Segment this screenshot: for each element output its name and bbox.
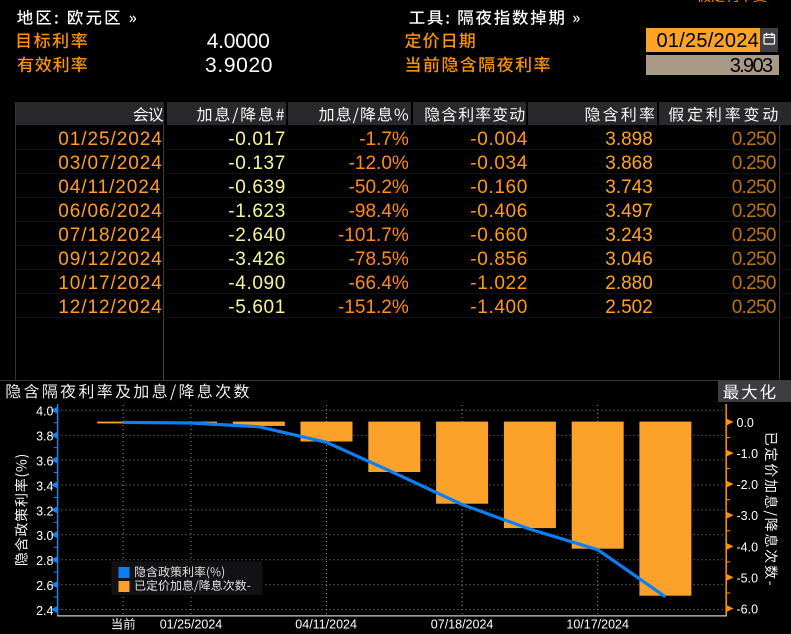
svg-text:-2.640: -2.640 <box>228 225 286 246</box>
svg-text:0.250: 0.250 <box>732 225 776 246</box>
svg-text:-5.0: -5.0 <box>737 571 759 585</box>
svg-text:3.0: 3.0 <box>36 529 53 543</box>
svg-text:3.497: 3.497 <box>605 201 653 222</box>
svg-text:4.0000: 4.0000 <box>207 30 270 53</box>
svg-text:3.4: 3.4 <box>36 479 53 493</box>
svg-text:10/17/2024: 10/17/2024 <box>58 273 162 294</box>
svg-text:01/25/2024: 01/25/2024 <box>58 129 162 150</box>
svg-text:2.6: 2.6 <box>36 579 53 593</box>
svg-text:-0.856: -0.856 <box>470 249 528 270</box>
svg-text:-0.160: -0.160 <box>470 177 528 198</box>
svg-text:2.880: 2.880 <box>605 273 653 294</box>
svg-text:09/12/2024: 09/12/2024 <box>58 249 162 270</box>
svg-text:-1.623: -1.623 <box>228 201 286 222</box>
svg-text:06/06/2024: 06/06/2024 <box>58 201 162 222</box>
svg-text:2.8: 2.8 <box>36 554 53 568</box>
svg-text:-3.0: -3.0 <box>737 509 759 523</box>
svg-text:3.868: 3.868 <box>605 153 653 174</box>
svg-text:-5.601: -5.601 <box>228 297 286 318</box>
svg-text:4.0: 4.0 <box>36 405 53 419</box>
svg-text:2.502: 2.502 <box>605 297 653 318</box>
svg-text:-78.5%: -78.5% <box>349 249 409 270</box>
svg-text:-0.137: -0.137 <box>228 153 286 174</box>
svg-text:-1.0: -1.0 <box>737 447 759 461</box>
svg-text:-66.4%: -66.4% <box>349 273 409 294</box>
svg-text:07/18/2024: 07/18/2024 <box>58 225 162 246</box>
svg-text:3.243: 3.243 <box>605 225 653 246</box>
svg-text:-4.0: -4.0 <box>737 540 759 554</box>
svg-text:-6.0: -6.0 <box>737 603 759 617</box>
svg-text:12/12/2024: 12/12/2024 <box>58 297 162 318</box>
svg-text:-98.4%: -98.4% <box>349 201 409 222</box>
svg-text:-4.090: -4.090 <box>228 273 286 294</box>
svg-text:0.250: 0.250 <box>732 273 776 294</box>
svg-text:-2.0: -2.0 <box>737 478 759 492</box>
svg-text:10/17/2024: 10/17/2024 <box>566 618 629 632</box>
svg-text:0.250: 0.250 <box>732 153 776 174</box>
svg-text:3.743: 3.743 <box>605 177 653 198</box>
svg-text:3.903: 3.903 <box>730 55 773 77</box>
svg-text:-50.2%: -50.2% <box>349 177 409 198</box>
svg-text:3.2: 3.2 <box>36 504 53 518</box>
svg-text:-0.004: -0.004 <box>470 129 528 150</box>
svg-text:0.250: 0.250 <box>732 177 776 198</box>
svg-text:-1.400: -1.400 <box>470 297 528 318</box>
svg-text:04/11/2024: 04/11/2024 <box>58 177 161 198</box>
svg-text:07/18/2024: 07/18/2024 <box>431 618 494 632</box>
svg-text:-0.406: -0.406 <box>470 201 528 222</box>
svg-text:04/11/2024: 04/11/2024 <box>295 618 357 632</box>
svg-text:-151.2%: -151.2% <box>338 297 409 318</box>
svg-text:01/25/2024: 01/25/2024 <box>657 30 760 52</box>
svg-text:-101.7%: -101.7% <box>338 225 409 246</box>
svg-text:2.4: 2.4 <box>36 604 53 618</box>
svg-text:3.046: 3.046 <box>605 249 653 270</box>
svg-text:-1.7%: -1.7% <box>359 129 409 150</box>
svg-text:-1.022: -1.022 <box>470 273 528 294</box>
svg-text:-0.660: -0.660 <box>470 225 528 246</box>
svg-text:3.898: 3.898 <box>605 129 653 150</box>
svg-text:0.250: 0.250 <box>732 249 776 270</box>
svg-text:-0.034: -0.034 <box>470 153 528 174</box>
svg-text:-0.017: -0.017 <box>228 129 286 150</box>
svg-text:3.8: 3.8 <box>36 430 53 444</box>
svg-text:0.0: 0.0 <box>737 416 754 430</box>
svg-text:3.9020: 3.9020 <box>205 54 273 77</box>
svg-text:3.6: 3.6 <box>36 455 53 469</box>
svg-text:-12.0%: -12.0% <box>349 153 409 174</box>
svg-text:0.250: 0.250 <box>732 129 776 150</box>
svg-text:-0.639: -0.639 <box>228 177 286 198</box>
svg-text:-3.426: -3.426 <box>228 249 286 270</box>
svg-text:0.250: 0.250 <box>732 297 776 318</box>
svg-text:01/25/2024: 01/25/2024 <box>160 618 223 632</box>
svg-text:03/07/2024: 03/07/2024 <box>58 153 162 174</box>
svg-text:0.250: 0.250 <box>732 201 776 222</box>
